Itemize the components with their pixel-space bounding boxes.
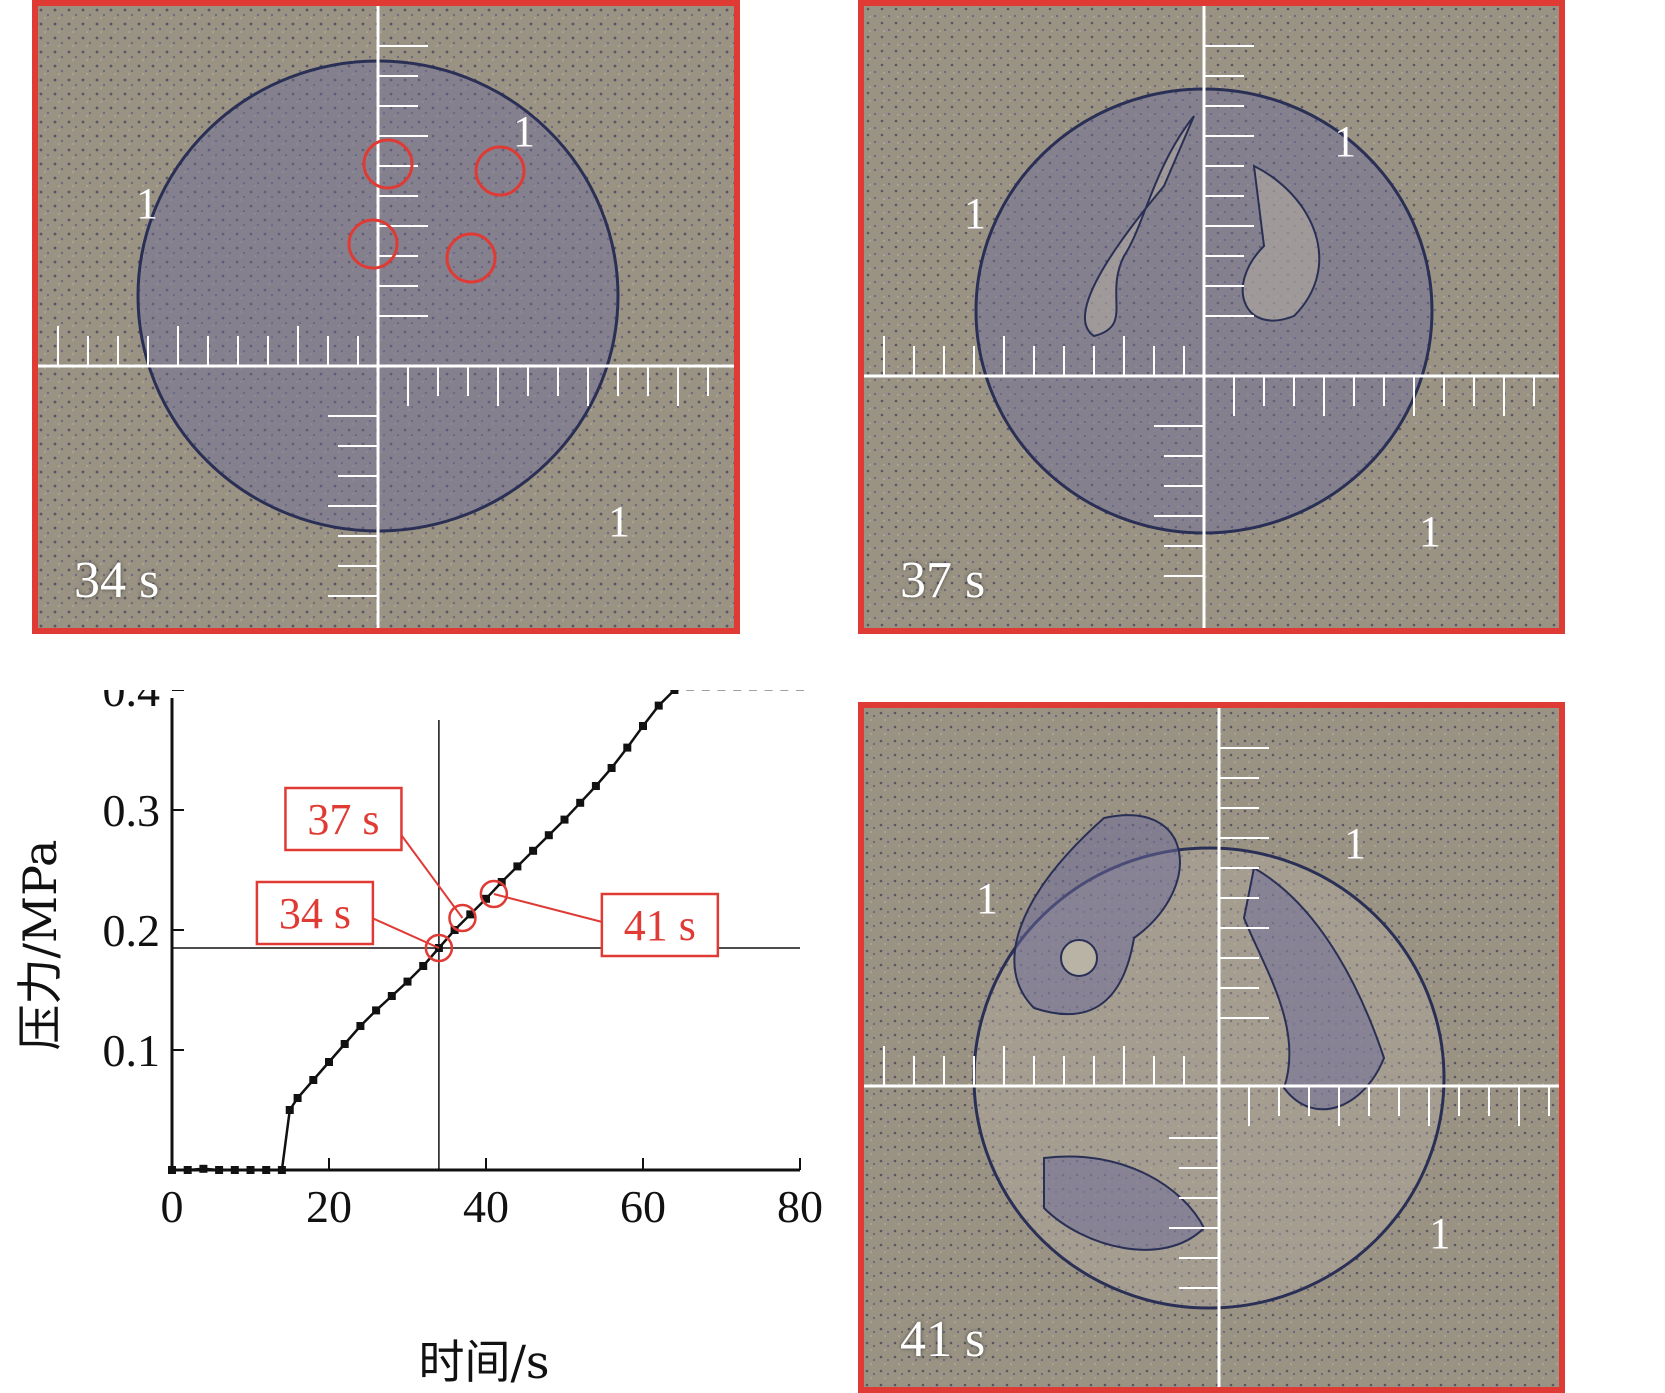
scale-ticks	[883, 45, 1535, 577]
micrograph-image: 1 1 1	[864, 6, 1559, 628]
defect-circle	[445, 232, 497, 284]
y-tick-label: 0.3	[103, 785, 161, 836]
micrograph-panel-34s: 1 1 1 34 s	[32, 0, 740, 634]
micrograph-panel-41s: 1 1 1 41 s	[858, 702, 1565, 1393]
data-point	[199, 1164, 208, 1173]
data-point	[623, 743, 632, 752]
defect-highlights	[347, 138, 526, 284]
annotation-box	[600, 892, 720, 958]
dewetted-region	[1083, 115, 1195, 338]
data-point	[607, 764, 616, 772]
x-axis-title: 时间/s	[418, 1335, 549, 1389]
data-point	[285, 1106, 294, 1114]
data-point	[654, 701, 663, 710]
series	[168, 690, 804, 1174]
x-tick-label: 60	[620, 1181, 666, 1232]
scale-mark: 1	[964, 189, 986, 238]
data-point	[215, 1166, 224, 1174]
dewetted-region	[1241, 164, 1321, 322]
data-point	[591, 782, 600, 790]
y-axis-title: 压力/MPa	[13, 840, 67, 1051]
annotation-circle	[424, 933, 454, 963]
data-point	[230, 1166, 239, 1174]
gas-bubble	[1060, 939, 1098, 977]
y-tick-label: 0.2	[103, 905, 161, 956]
data-point	[246, 1166, 255, 1174]
micrograph-panel-37s: 1 1 1 37 s	[858, 0, 1565, 634]
scale-mark: 1	[1419, 507, 1441, 556]
data-point	[340, 1040, 349, 1048]
data-point	[183, 1166, 192, 1174]
data-point	[670, 690, 679, 694]
data-point	[387, 992, 396, 1000]
annotation-label: 41 s	[624, 901, 696, 950]
data-point	[639, 722, 647, 730]
scale-mark: 1	[513, 107, 535, 156]
scale-ticks	[883, 747, 1550, 1289]
annotation-circle	[448, 903, 477, 933]
x-tick-label: 80	[777, 1181, 823, 1232]
annotation-box	[284, 786, 403, 852]
scale-ticks	[57, 45, 709, 597]
scale-mark: 1	[1334, 117, 1356, 166]
annotation-box	[255, 880, 375, 946]
data-point	[403, 977, 412, 986]
data-point	[560, 815, 569, 824]
data-point	[293, 1094, 302, 1102]
x-tick-label: 40	[463, 1181, 509, 1232]
axes: 0 20 40 60 80 0.1 0.2 0.3 0.4	[103, 690, 823, 1232]
panel-time-label: 41 s	[900, 1311, 986, 1368]
x-tick-label: 20	[306, 1181, 352, 1232]
annotation-circle	[479, 879, 509, 909]
scale-mark: 1	[136, 179, 158, 228]
liquid-film-region	[1013, 814, 1181, 1016]
scale-mark: 1	[976, 874, 998, 923]
scale-mark: 1	[1429, 1209, 1451, 1258]
pressure-time-chart: 压力/MPa 时间/s 0 20 40 60 80 0.1 0.2 0.3 0.4 37 s 34…	[13, 690, 823, 1389]
data-point	[168, 1166, 176, 1174]
annotation-label: 37 s	[307, 795, 379, 844]
data-point	[356, 1022, 365, 1030]
data-point	[576, 798, 585, 807]
annotation-leader	[493, 893, 615, 926]
annotations: 37 s 34 s 41 s	[255, 786, 720, 963]
data-point	[466, 910, 475, 919]
annotation-label: 34 s	[279, 889, 351, 938]
scale-mark: 1	[608, 497, 630, 546]
data-point	[277, 1166, 286, 1174]
data-point	[482, 894, 490, 903]
defect-circle	[362, 138, 414, 190]
panel-time-label: 37 s	[900, 552, 986, 609]
defect-circle	[347, 218, 399, 270]
data-point	[309, 1076, 318, 1084]
data-point	[529, 846, 538, 855]
data-point	[450, 926, 459, 934]
panel-time-label: 34 s	[74, 552, 160, 609]
liquid-film-region	[1242, 866, 1386, 1111]
defect-circle	[474, 145, 526, 197]
scale-mark: 1	[1344, 819, 1366, 868]
data-point	[419, 962, 428, 970]
data-point	[544, 831, 553, 840]
data-point	[497, 878, 506, 886]
data-point	[325, 1058, 333, 1066]
y-tick-label: 0.1	[103, 1025, 161, 1076]
micrograph-image: 1 1 1	[38, 6, 734, 628]
data-point	[513, 862, 522, 871]
micrograph-image: 1 1 1	[864, 708, 1559, 1387]
y-tick-label: 0.4	[103, 690, 161, 716]
data-point	[372, 1006, 381, 1015]
x-tick-label: 0	[161, 1181, 184, 1232]
data-point	[262, 1166, 271, 1174]
